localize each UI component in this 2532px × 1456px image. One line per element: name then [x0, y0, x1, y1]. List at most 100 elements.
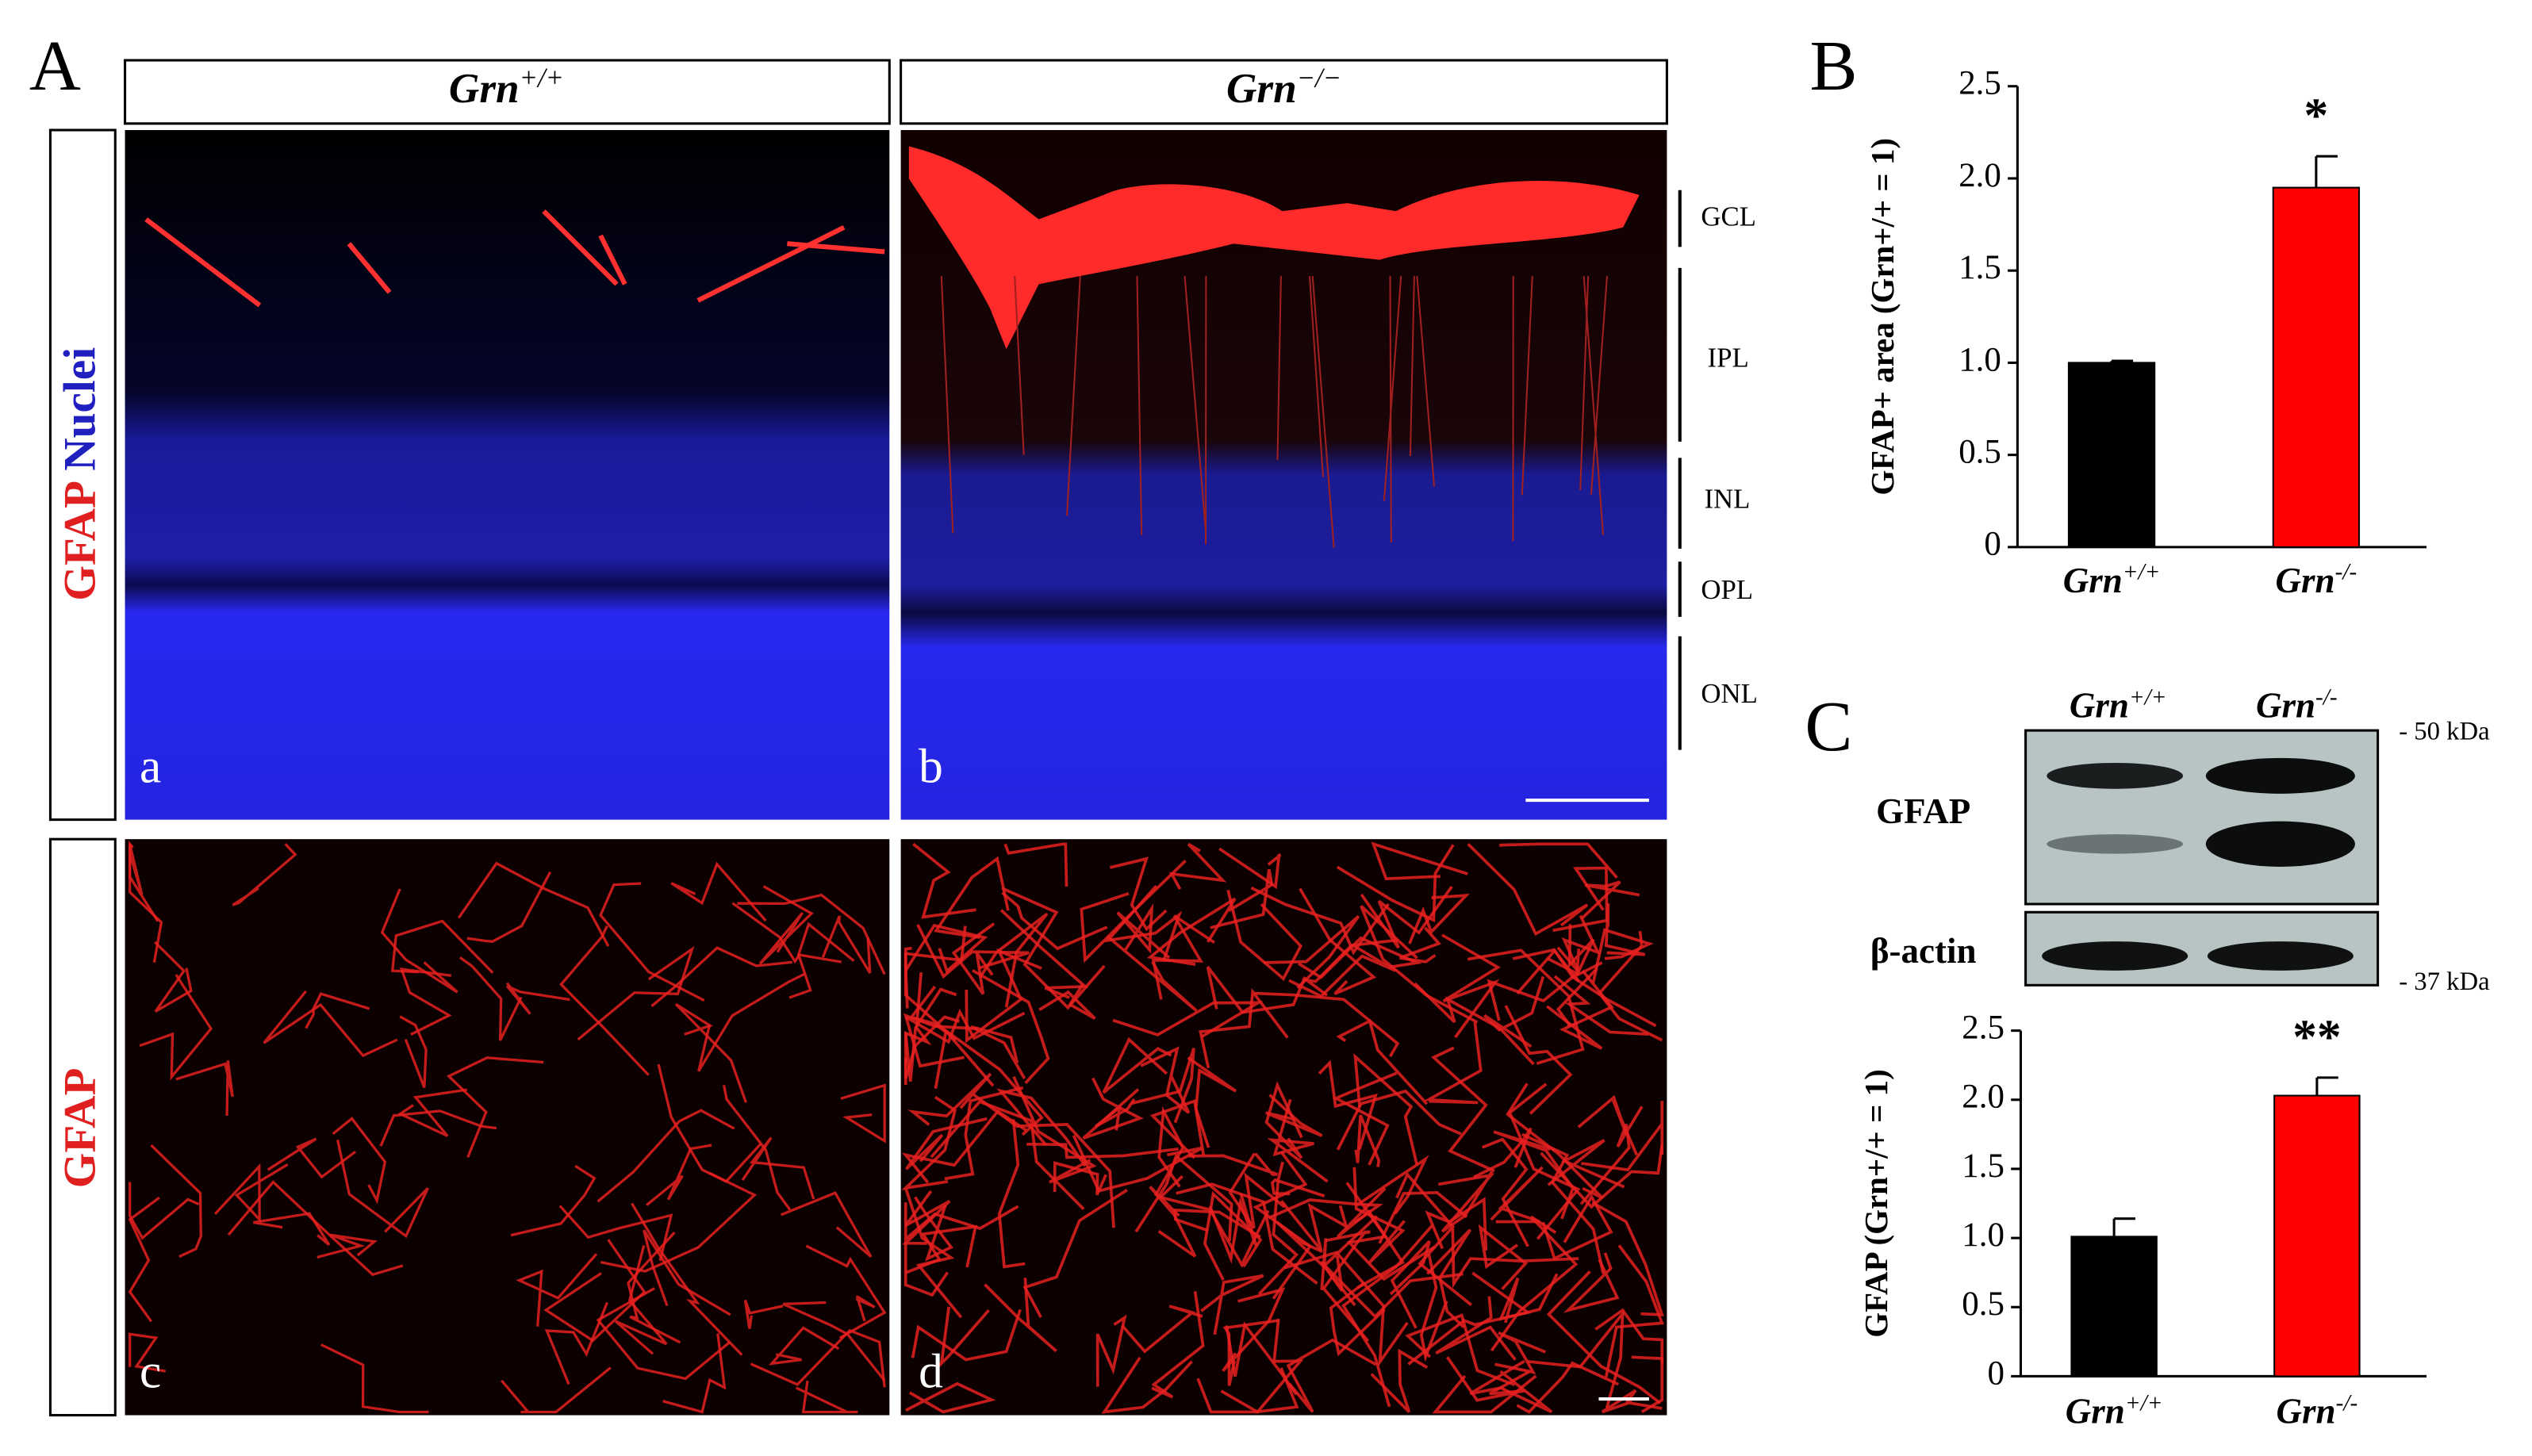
astrocyte-process	[1419, 1253, 1448, 1362]
astrocyte-process	[175, 1060, 234, 1117]
astrocyte-process	[1053, 1161, 1107, 1196]
radial-fiber	[1383, 276, 1402, 501]
astrocyte-process	[615, 1245, 668, 1355]
image-label: d	[919, 1345, 943, 1399]
astrocyte-process	[787, 241, 885, 255]
astrocyte-process	[542, 209, 619, 286]
astrocyte-process	[1286, 1338, 1377, 1413]
column-header: Grn+/+	[449, 63, 564, 112]
radial-fiber	[1582, 276, 1605, 535]
astrocyte-process	[1095, 1314, 1127, 1387]
astrocyte-process	[1512, 948, 1657, 1028]
astrocyte-process	[144, 217, 262, 308]
astrocyte-process	[1188, 1152, 1278, 1176]
astrocyte-process	[1222, 1287, 1286, 1372]
astrocyte-process	[916, 924, 1030, 979]
astrocyte-process	[129, 840, 163, 963]
astrocyte-process	[1414, 982, 1535, 1066]
y-tick-label: 2.0	[1958, 157, 2001, 194]
astrocyte-process	[631, 1202, 743, 1356]
astrocyte-process	[903, 987, 957, 1082]
astrocyte-process	[1264, 1081, 1303, 1159]
astrocyte-process	[1001, 891, 1108, 951]
image-label: a	[140, 739, 161, 793]
astrocyte-process	[1541, 1194, 1613, 1261]
row-label-part: Nuclei	[56, 347, 106, 471]
panel-label: B	[1809, 27, 1857, 105]
blot-row-label: GFAP	[1876, 791, 1970, 831]
radial-fiber	[1184, 276, 1207, 534]
astrocyte-process	[984, 1278, 1057, 1353]
astrocyte-process	[1200, 1274, 1264, 1335]
astrocyte-endfeet	[908, 146, 1640, 350]
astrocyte-process	[1101, 1356, 1193, 1414]
astrocyte-process	[1320, 1238, 1344, 1292]
astrocyte-process	[1257, 1161, 1299, 1296]
panel-label: C	[1805, 688, 1852, 766]
y-tick-label: 0.5	[1958, 433, 2001, 470]
astrocyte-process	[1508, 1082, 1581, 1240]
astrocyte-process	[1341, 1224, 1433, 1408]
astrocyte-process	[397, 1088, 467, 1137]
y-axis-label: GFAP+ area (Grn+/+ = 1)	[1865, 138, 1901, 496]
astrocyte-process	[1604, 903, 1646, 956]
bar	[2272, 186, 2361, 548]
astrocyte-process	[997, 1119, 1026, 1269]
astrocyte-process	[795, 1380, 858, 1414]
astrocyte-process	[1336, 844, 1455, 923]
astrocyte-process	[1250, 886, 1390, 956]
astrocyte-process	[1432, 1374, 1537, 1414]
astrocyte-process	[1467, 842, 1589, 937]
bar	[2067, 362, 2156, 548]
astrocyte-process	[596, 1287, 731, 1381]
astrocyte-process	[650, 946, 792, 1007]
astrocyte-process	[1441, 933, 1501, 1039]
astrocyte-process	[1580, 880, 1640, 920]
column-header-box	[900, 59, 1668, 125]
astrocyte-process	[1398, 926, 1442, 964]
astrocyte-process	[1026, 1142, 1179, 1159]
y-tick-label: 0.5	[1962, 1285, 2004, 1323]
astrocyte-process	[305, 992, 370, 1029]
y-tick-label: 0	[1984, 526, 2001, 563]
bar	[2070, 1236, 2158, 1377]
astrocyte-process	[1288, 943, 1397, 998]
astrocyte-process	[1121, 1305, 1203, 1354]
astrocyte-process	[670, 861, 767, 922]
astrocyte-process	[1208, 1193, 1258, 1264]
astrocyte-process	[999, 909, 1089, 999]
astrocyte-process	[1483, 975, 1545, 1048]
astrocyte-process	[821, 915, 872, 974]
astrocyte-process	[1389, 1240, 1431, 1329]
significance: *	[2304, 89, 2329, 143]
astrocyte-process	[1080, 860, 1187, 964]
astrocyte-process	[905, 1117, 988, 1171]
astrocyte-process	[1280, 1200, 1349, 1251]
astrocyte-process	[1516, 1361, 1619, 1414]
astrocyte-process	[1499, 842, 1618, 879]
radial-fiber	[940, 276, 954, 534]
astrocyte-process	[1552, 866, 1609, 933]
astrocyte-process	[1151, 914, 1215, 1000]
astrocyte-process	[253, 1212, 331, 1246]
blot-row-label: β-actin	[1870, 931, 1977, 971]
astrocyte-process	[1151, 1291, 1205, 1399]
astrocyte-process	[904, 1008, 1026, 1044]
astrocyte-process	[741, 1136, 815, 1200]
astrocyte-process	[1283, 1251, 1409, 1367]
blot-band	[2047, 834, 2184, 854]
astrocyte-process	[1473, 1127, 1533, 1179]
astrocyte-process	[696, 225, 846, 303]
astrocyte-process	[1225, 1321, 1298, 1396]
radial-fiber	[1308, 276, 1324, 477]
astrocyte-process	[1116, 902, 1171, 960]
column-header: Grn−/−	[1226, 63, 1341, 112]
astrocyte-process	[1352, 1167, 1406, 1264]
x-tick-label: Grn-/-	[2276, 559, 2357, 600]
astrocyte-process	[627, 1232, 681, 1344]
astrocyte-process	[1556, 914, 1602, 973]
layer-label: ONL	[1701, 678, 1757, 709]
astrocyte-process	[905, 1381, 996, 1414]
astrocyte-process	[1254, 991, 1400, 1058]
